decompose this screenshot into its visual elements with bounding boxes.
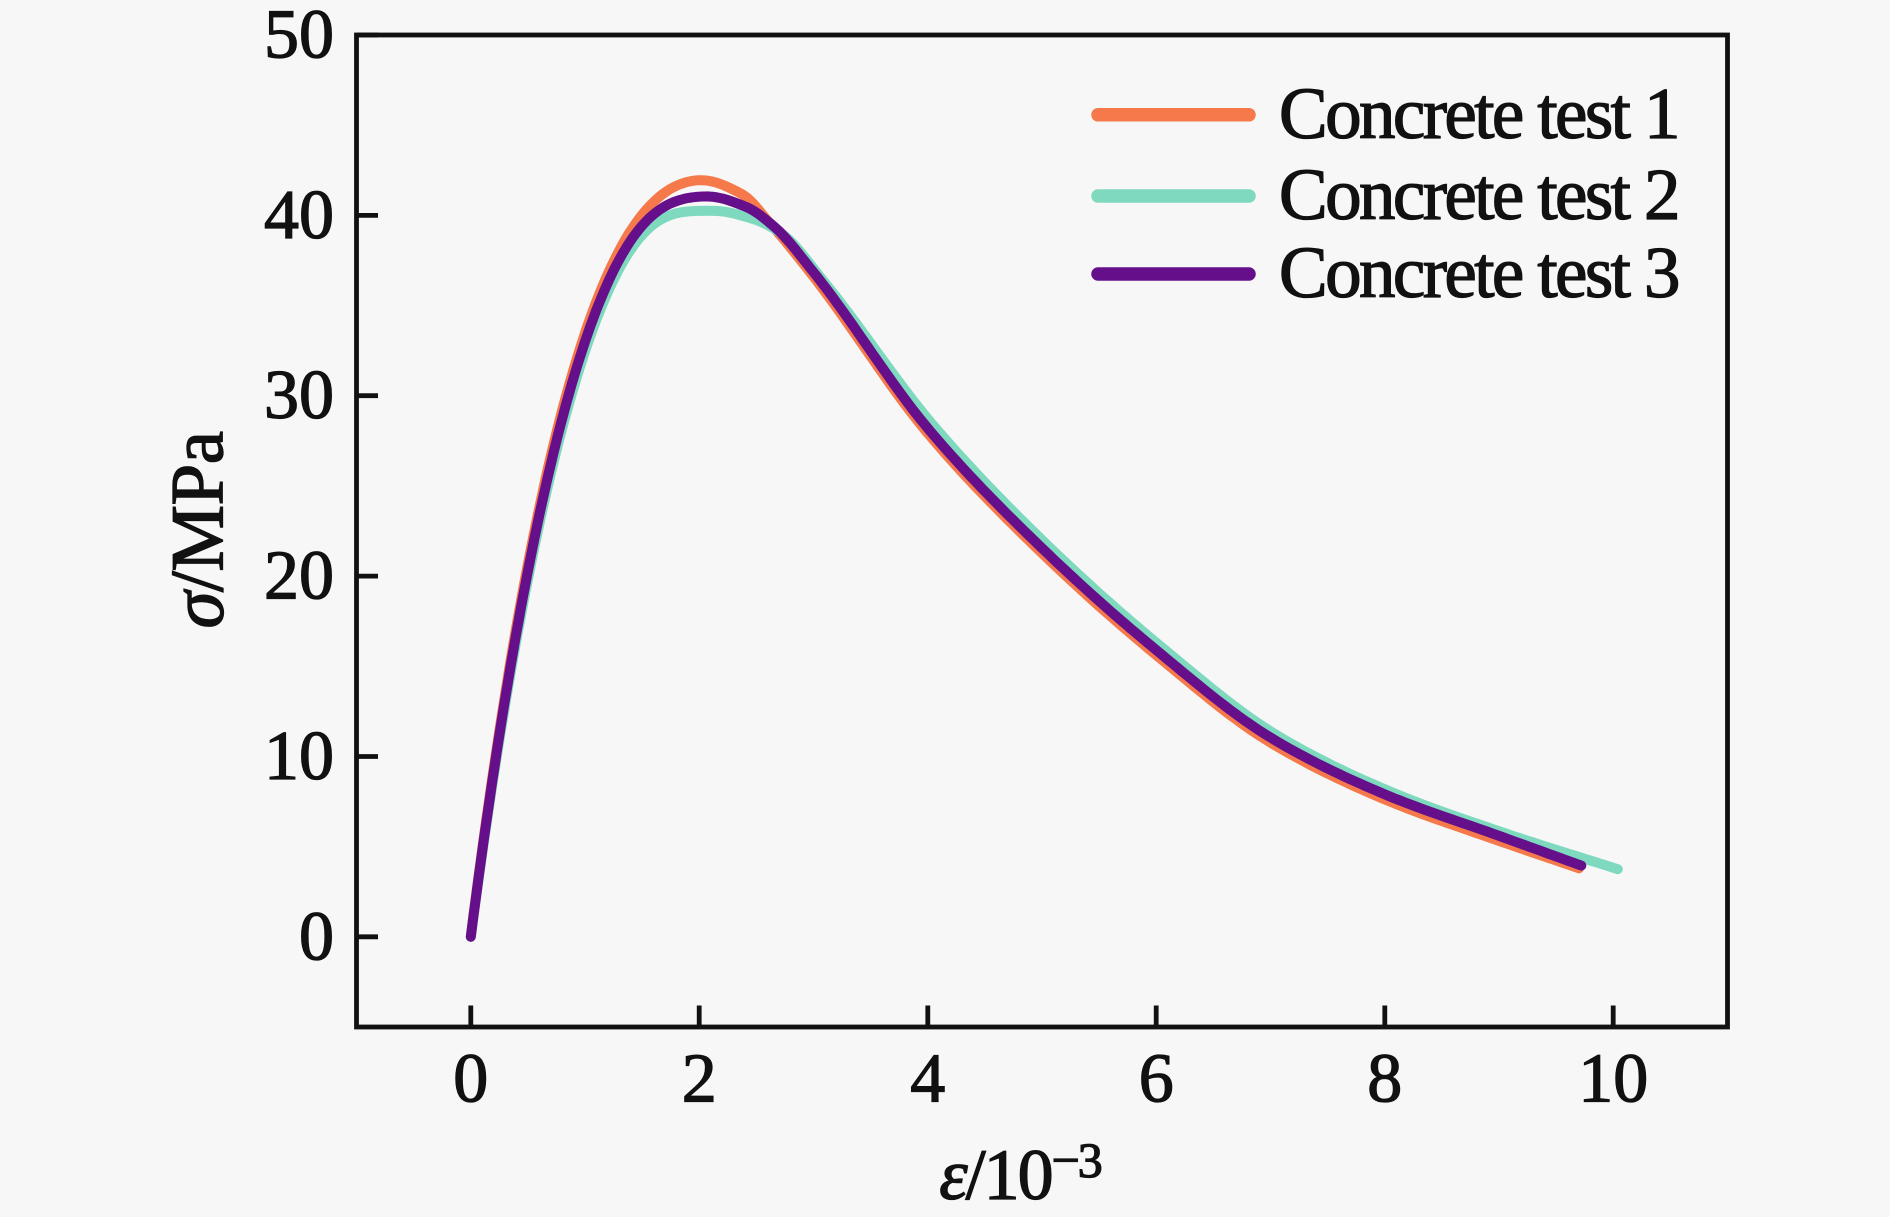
svg-text:4: 4 xyxy=(910,1041,945,1118)
svg-text:20: 20 xyxy=(264,538,334,615)
svg-text:Concrete test 1: Concrete test 1 xyxy=(1279,73,1678,154)
svg-text:Concrete test 2: Concrete test 2 xyxy=(1279,154,1678,235)
svg-text:50: 50 xyxy=(264,0,334,74)
svg-text:0: 0 xyxy=(453,1041,488,1118)
svg-text:30: 30 xyxy=(264,357,334,434)
svg-text:10: 10 xyxy=(1578,1041,1648,1118)
svg-text:10: 10 xyxy=(264,718,334,795)
svg-text:40: 40 xyxy=(264,177,334,254)
svg-text:Concrete test 3: Concrete test 3 xyxy=(1279,232,1678,313)
svg-text:2: 2 xyxy=(682,1041,717,1118)
svg-text:ε/10−3: ε/10−3 xyxy=(939,1132,1102,1215)
svg-text:σ/MPa: σ/MPa xyxy=(157,431,240,628)
svg-text:6: 6 xyxy=(1139,1041,1174,1118)
svg-text:8: 8 xyxy=(1367,1041,1402,1118)
svg-text:0: 0 xyxy=(299,898,334,975)
